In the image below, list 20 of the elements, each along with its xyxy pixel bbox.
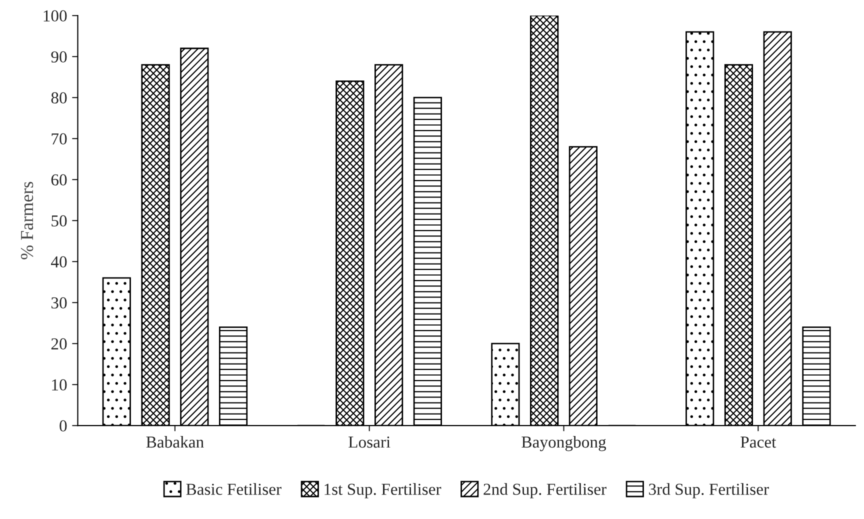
x-tick-label: Bayongbong	[522, 436, 606, 452]
y-tick-label: 80	[51, 92, 67, 104]
y-tick-label: 70	[52, 133, 67, 145]
x-tick-label: Babakan	[146, 436, 204, 448]
legend-label: 2nd Sup. Fertiliser	[484, 483, 606, 498]
y-tick-label: 20	[51, 338, 67, 350]
y-axis-title: % Farmers	[20, 182, 34, 260]
y-tick-label: 50	[52, 215, 67, 227]
legend-label: 3rd Sup. Fertiliser	[649, 483, 769, 498]
y-tick-label: 0	[60, 420, 67, 432]
x-tick-label: Pacet	[740, 436, 776, 448]
y-tick-label: 30	[51, 297, 67, 309]
y-tick-label: 90	[51, 51, 67, 63]
y-tick-label: 40	[51, 256, 67, 268]
legend-label: 1st Sup. Fertiliser	[324, 483, 442, 498]
y-tick-label: 100	[44, 10, 67, 22]
y-tick-label: 60	[51, 174, 67, 186]
x-tick-label: Losari	[348, 436, 390, 448]
legend-label: Basic Fetiliser	[186, 483, 282, 495]
y-tick-label: 10	[52, 379, 67, 391]
